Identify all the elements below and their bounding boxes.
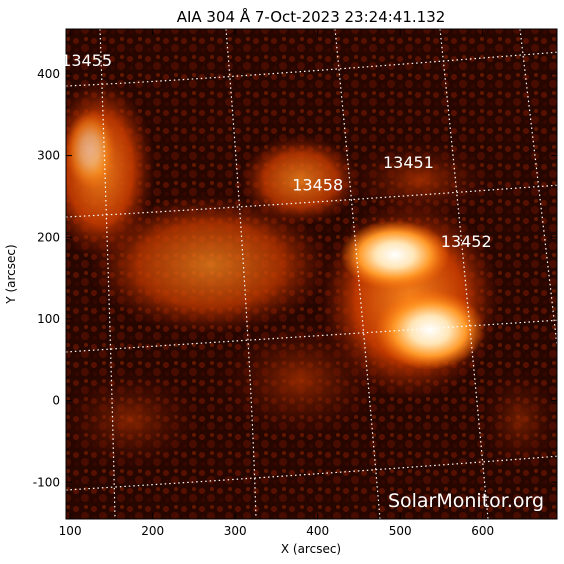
y-tick-label: -100 xyxy=(33,475,60,489)
plage-region-13451 xyxy=(350,140,490,220)
x-tick-label: 200 xyxy=(141,524,164,538)
plage-southwest xyxy=(66,370,200,470)
x-tick-label: 400 xyxy=(306,524,329,538)
region-label-13452: 13452 xyxy=(441,232,492,251)
longitude-gridline xyxy=(334,29,381,519)
region-label-13458: 13458 xyxy=(292,176,343,195)
latitude-gridline xyxy=(66,319,557,353)
plage-center xyxy=(90,195,330,335)
y-tick-label: 0 xyxy=(52,394,60,408)
longitude-gridline xyxy=(225,29,257,519)
flare-core-lower xyxy=(375,290,485,370)
latitude-gridline xyxy=(66,455,557,491)
x-tick-label: 100 xyxy=(59,524,82,538)
y-axis-ticks: -100 0 100 200 300 400 xyxy=(33,67,557,489)
flare-core-upper xyxy=(340,220,450,290)
latitude-gridline xyxy=(66,184,557,218)
longitude-gridline xyxy=(439,29,489,519)
region-label-13455: 13455 xyxy=(61,51,112,70)
heliographic-grid xyxy=(66,29,557,519)
x-tick-label: 300 xyxy=(224,524,247,538)
y-tick-label: 100 xyxy=(37,312,60,326)
region-labels: 13455 13451 13458 13452 xyxy=(61,51,492,251)
x-tick-label: 500 xyxy=(389,524,412,538)
region-label-13451: 13451 xyxy=(383,153,434,172)
solar-image xyxy=(66,29,557,519)
plage-region-13458 xyxy=(240,135,360,225)
x-axis-ticks: 100 200 300 400 500 600 xyxy=(59,29,494,538)
y-tick-label: 300 xyxy=(37,149,60,163)
longitude-gridline xyxy=(99,29,116,519)
latitude-gridline xyxy=(66,51,557,87)
plage-south xyxy=(220,320,380,440)
bright-plage-west-core xyxy=(66,110,115,190)
plot-title: AIA 304 Å 7-Oct-2023 23:24:41.132 xyxy=(177,7,446,26)
y-tick-label: 200 xyxy=(37,230,60,244)
plage-southeast xyxy=(480,370,557,470)
y-axis-label: Y (arcsec) xyxy=(4,244,18,304)
plot-frame xyxy=(65,28,558,520)
y-tick-label: 400 xyxy=(37,67,60,81)
x-tick-label: 600 xyxy=(471,524,494,538)
x-axis-label: X (arcsec) xyxy=(281,542,341,556)
watermark: SolarMonitor.org xyxy=(388,490,544,512)
